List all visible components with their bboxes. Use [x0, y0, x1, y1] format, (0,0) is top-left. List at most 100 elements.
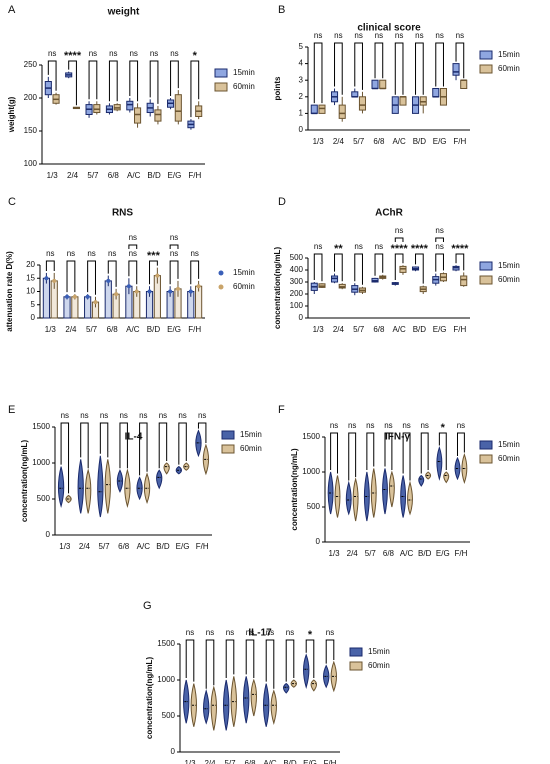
violin [97, 455, 104, 518]
x-tick-label: 6/8 [373, 137, 385, 146]
panel-letter: B [278, 4, 285, 16]
y-axis-label: concentration(ng/mL) [20, 440, 29, 523]
significance: ns [87, 249, 95, 258]
legend-swatch [479, 64, 493, 74]
y-tick-label: 500 [37, 494, 51, 503]
legend-label: 15min [498, 440, 520, 449]
significance: ns [420, 421, 428, 430]
bracket [438, 432, 447, 470]
legend-swatch [349, 647, 363, 657]
significance: ns [395, 31, 403, 40]
legend-swatch [479, 50, 493, 60]
y-axis-label: concentration(ng/mL) [290, 448, 299, 531]
x-tick-label: A/C [263, 759, 277, 764]
y-tick-label: 0 [46, 530, 51, 539]
y-tick-label: 500 [290, 253, 304, 262]
significance: ns [206, 628, 214, 637]
bracket [366, 432, 375, 470]
legend-swatch [221, 430, 235, 440]
upper-bracket [435, 237, 444, 242]
bracket [60, 422, 70, 494]
y-axis-label: attenuation rate D(%) [5, 251, 14, 332]
bracket [374, 253, 384, 276]
y-tick-label: 300 [290, 277, 304, 286]
violin [77, 459, 84, 514]
significance: * [193, 50, 198, 62]
significance: ns [46, 249, 54, 258]
box [419, 96, 427, 106]
bracket [455, 253, 465, 271]
y-tick-label: 0 [299, 125, 304, 134]
y-tick-label: 200 [24, 93, 38, 102]
bracket [420, 432, 429, 474]
violin [270, 689, 277, 725]
panel-letter: D [278, 196, 286, 208]
legend-swatch [349, 661, 363, 671]
significance: ns [129, 249, 137, 258]
box [338, 104, 346, 119]
x-tick-label: 5/7 [365, 549, 377, 558]
legend-label: 15min [498, 50, 520, 59]
violin [243, 676, 250, 724]
significance: ns [246, 628, 254, 637]
legend-label: 60min [368, 661, 390, 670]
violin [388, 470, 395, 508]
bracket [402, 432, 411, 481]
mean-dot [147, 289, 152, 294]
y-tick-label: 1500 [32, 422, 50, 431]
legend-label: 15min [233, 268, 255, 277]
violin [283, 682, 290, 694]
significance: ns [415, 31, 423, 40]
y-tick-label: 2 [299, 92, 304, 101]
bracket [88, 60, 98, 100]
significance: * [308, 629, 313, 641]
significance: ns [186, 628, 194, 637]
legend-label: 60min [498, 454, 520, 463]
x-tick-label: E/G [167, 325, 181, 334]
violin [85, 468, 92, 514]
bracket [348, 432, 357, 481]
x-tick-label: 5/7 [353, 325, 365, 334]
legend-swatch [479, 261, 493, 271]
x-tick-label: B/D [283, 759, 297, 764]
y-tick-label: 0 [171, 747, 176, 756]
y-tick-label: 0 [299, 313, 304, 322]
bracket [66, 260, 76, 293]
significance: **** [451, 243, 469, 255]
x-tick-label: B/D [413, 137, 427, 146]
legend-swatch [479, 440, 493, 450]
upper-bracket [394, 237, 404, 242]
mean-dot [106, 278, 111, 283]
bracket [80, 422, 89, 469]
box [371, 79, 379, 89]
bracket [325, 639, 335, 664]
significance: ns [375, 242, 383, 251]
legend-swatch [221, 444, 235, 454]
legend-label: 15min [498, 261, 520, 270]
x-tick-label: 6/8 [373, 325, 385, 334]
chart-title: RNS [112, 208, 133, 219]
y-tick-label: 100 [24, 159, 38, 168]
y-tick-label: 150 [24, 126, 38, 135]
violin [382, 468, 388, 515]
bracket [305, 639, 315, 678]
y-axis-label: concentration(ng/mL) [273, 247, 282, 330]
mean-dot [93, 300, 98, 305]
bracket [354, 42, 363, 90]
violin [443, 471, 450, 484]
panel-letter: A [8, 4, 16, 16]
box [310, 104, 318, 114]
x-tick-label: F/H [453, 325, 466, 334]
chart-title: IL-4 [125, 432, 143, 443]
x-tick-label: F/H [188, 171, 201, 180]
bar [42, 277, 50, 319]
violin [104, 459, 111, 514]
bracket [384, 432, 393, 470]
bracket [119, 422, 128, 469]
y-tick-label: 15 [26, 273, 35, 282]
y-axis-label: concentration(ng/mL) [145, 657, 154, 740]
x-tick-label: B/D [418, 549, 432, 558]
legend-label: 60min [240, 444, 262, 453]
legend-label: 15min [233, 68, 255, 77]
x-tick-label: E/G [433, 325, 447, 334]
